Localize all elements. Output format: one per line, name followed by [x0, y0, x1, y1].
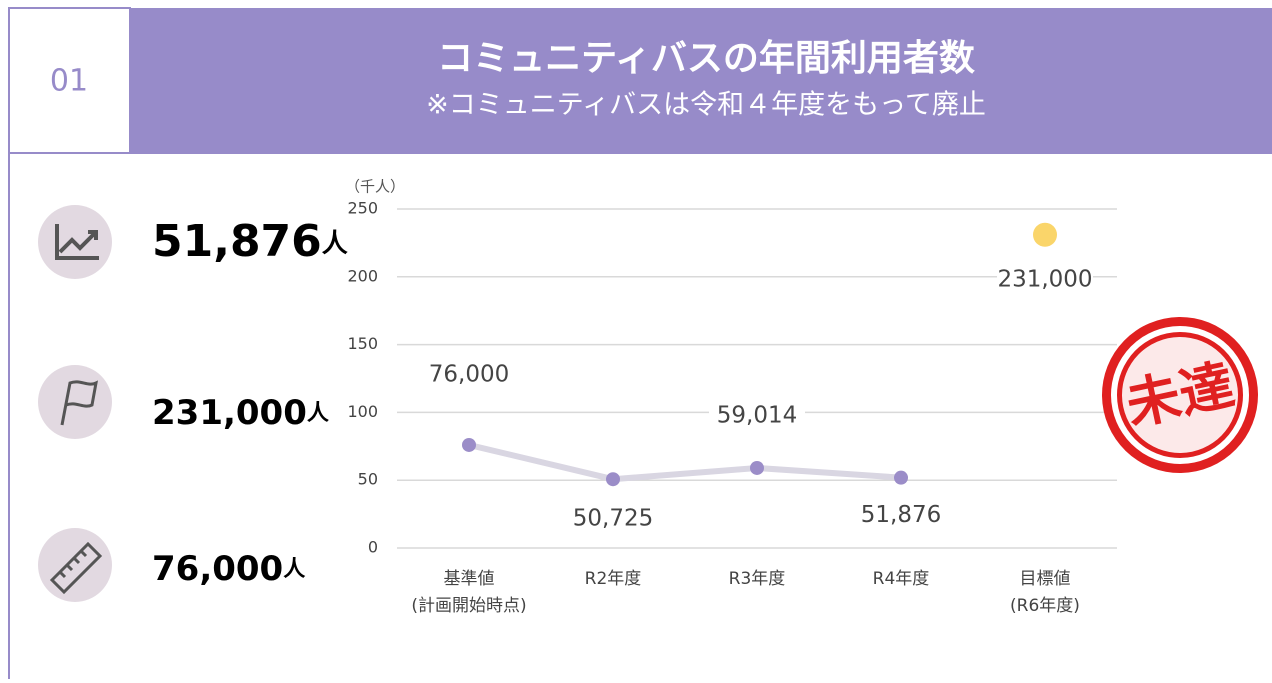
label-bg — [709, 399, 805, 432]
label-bg — [421, 358, 517, 391]
label-bg — [997, 263, 1093, 296]
label-bg — [853, 499, 949, 532]
x-tick-label: R2年度 — [585, 569, 642, 589]
icon-flag — [38, 365, 112, 439]
stat-value: 51,876人 — [152, 216, 348, 267]
data-point — [462, 437, 476, 452]
section-number: 01 — [50, 64, 88, 99]
x-tick-label: 基準値(計画開始時点) — [411, 569, 526, 616]
data-label: 59,014 — [717, 402, 797, 428]
number-box — [8, 7, 131, 154]
y-axis-label: （千人） — [345, 178, 405, 196]
stamp: 未達 — [1102, 317, 1258, 473]
y-tick-label: 150 — [347, 334, 378, 353]
stat-value: 231,000人 — [152, 393, 329, 433]
y-tick-label: 50 — [358, 470, 378, 489]
x-tick-label: R4年度 — [873, 569, 930, 589]
y-tick-label: 0 — [368, 538, 378, 557]
data-point — [894, 470, 908, 485]
label-bg — [565, 503, 661, 536]
data-label: 51,876 — [861, 502, 941, 528]
data-point — [750, 460, 764, 475]
series-line — [468, 442, 902, 483]
y-tick-label: 250 — [347, 199, 378, 218]
data-label: 50,725 — [573, 506, 653, 532]
header-band — [130, 8, 1272, 154]
title: コミュニティバスの年間利用者数 — [437, 38, 975, 79]
data-label: 76,000 — [429, 361, 509, 387]
stat-value: 76,000人 — [152, 549, 305, 589]
data-point — [1033, 222, 1057, 247]
data-label: 231,000 — [997, 266, 1092, 292]
y-tick-label: 100 — [347, 402, 378, 421]
icon-ruler — [38, 528, 112, 602]
y-tick-label: 200 — [347, 266, 378, 285]
data-point — [606, 472, 620, 487]
icon-trend — [38, 205, 112, 279]
x-tick-label: R3年度 — [729, 569, 786, 589]
x-tick-label: 目標値(R6年度) — [1010, 569, 1080, 616]
subtitle: ※コミュニティバスは令和４年度をもって廃止 — [426, 90, 986, 121]
